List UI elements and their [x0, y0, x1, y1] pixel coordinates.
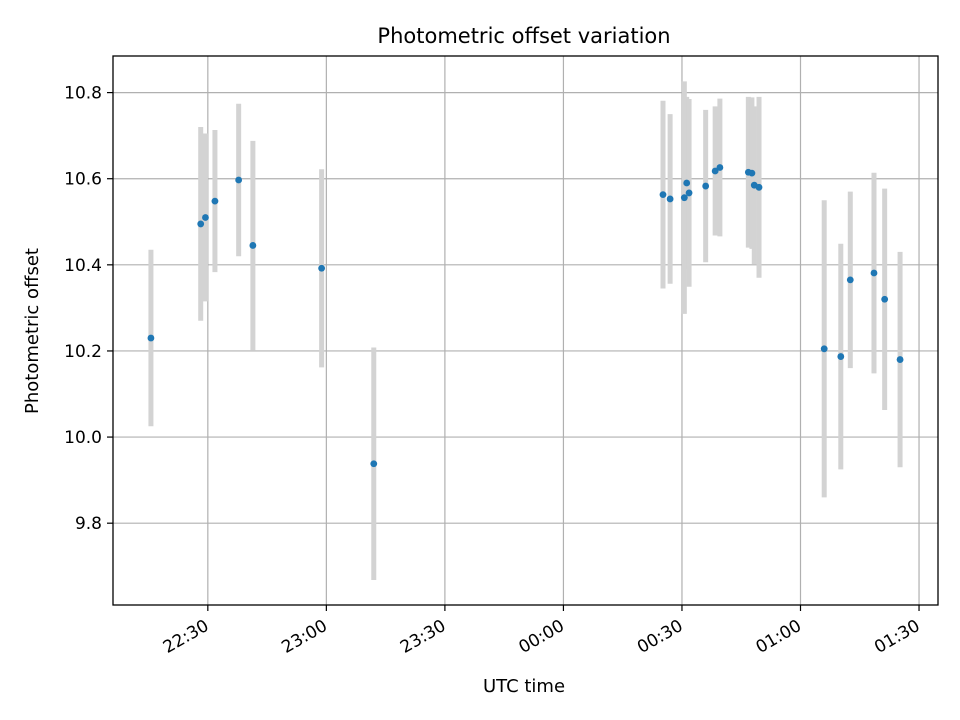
data-point [716, 164, 724, 171]
y-tick-label: 10.0 [64, 428, 102, 448]
y-axis-ticks: 9.8 10.0 10.2 10.4 10.6 10.8 [64, 84, 113, 534]
y-tick-label: 10.4 [64, 256, 102, 276]
data-point [202, 214, 209, 221]
data-point [755, 183, 763, 191]
data-point [666, 195, 674, 203]
y-tick-label: 10.8 [64, 84, 102, 104]
data-points [147, 164, 904, 468]
data-point [147, 334, 155, 342]
data-point [680, 194, 688, 202]
data-point [820, 345, 828, 353]
data-point [683, 179, 691, 187]
data-point [711, 167, 719, 175]
chart-title: Photometric offset variation [377, 24, 670, 48]
data-point [748, 169, 756, 177]
data-point [211, 197, 219, 205]
plot-frame [112, 55, 939, 606]
data-point [846, 276, 854, 284]
data-point [318, 264, 326, 272]
y-tick-label: 9.8 [75, 514, 102, 534]
data-point [702, 182, 710, 190]
data-point [837, 353, 845, 360]
data-point [197, 220, 205, 228]
data-point [659, 191, 667, 199]
data-point [235, 176, 243, 184]
y-tick-label: 10.6 [64, 170, 102, 190]
y-axis-label: Photometric offset [22, 248, 43, 414]
data-point [881, 295, 889, 303]
x-axis-label: UTC time [483, 676, 565, 697]
y-tick-label: 10.2 [64, 342, 102, 362]
data-point [370, 460, 378, 468]
data-point [870, 269, 878, 277]
data-point [685, 189, 693, 197]
data-point [249, 242, 257, 249]
data-point [896, 356, 904, 363]
